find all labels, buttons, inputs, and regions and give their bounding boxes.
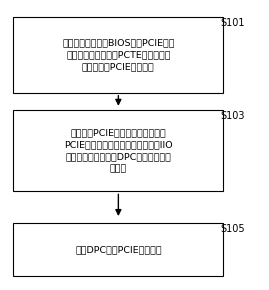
Text: S105: S105 bbox=[221, 224, 245, 234]
FancyBboxPatch shape bbox=[13, 223, 223, 276]
Text: 根据所述PCIE设备类型，设置所述
PCIE插槽对应的集成输入输出模组IIO
端口的下行端口抑制DPC功能的开启或
者关闭: 根据所述PCIE设备类型，设置所述 PCIE插槽对应的集成输入输出模组IIO 端… bbox=[64, 128, 173, 173]
Text: 基本输入输出系统BIOS获取PCIE插槽
使用情况信息，所述PCTE插槽使用情
况信息包括PCIE设备类型: 基本输入输出系统BIOS获取PCIE插槽 使用情况信息，所述PCTE插槽使用情 … bbox=[62, 39, 175, 72]
Text: S103: S103 bbox=[221, 111, 245, 121]
Text: S101: S101 bbox=[221, 18, 245, 28]
Text: 通过DPC处理PCIE设备故障: 通过DPC处理PCIE设备故障 bbox=[75, 245, 162, 254]
FancyBboxPatch shape bbox=[13, 110, 223, 191]
FancyBboxPatch shape bbox=[13, 17, 223, 93]
